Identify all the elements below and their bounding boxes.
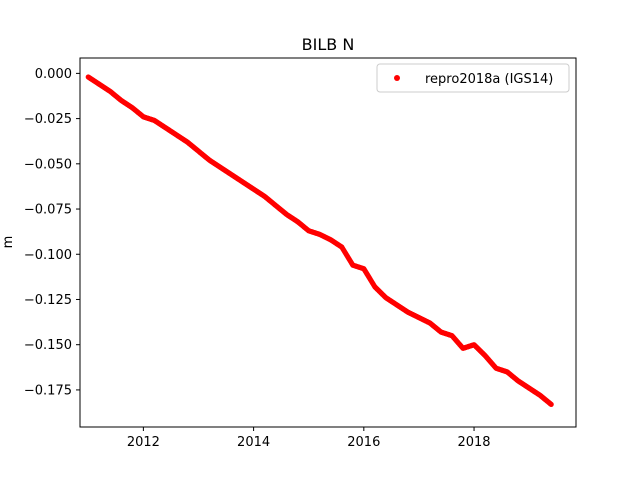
x-tick-label: 2014 [237, 435, 270, 450]
y-axis-ticks: 0.000 −0.025 −0.050 −0.075 −0.100 −0.125 −0.15… [24, 67, 80, 398]
y-tick-label: −0.075 [24, 203, 72, 218]
data-point [548, 401, 554, 407]
data-points [85, 74, 554, 407]
y-tick-label: −0.150 [24, 338, 72, 353]
x-axis-ticks: 2012 2014 2016 2018 [127, 427, 491, 450]
y-tick-label: 0.000 [35, 67, 72, 82]
y-axis-label: m [1, 236, 16, 249]
legend-marker [394, 75, 400, 81]
y-tick-label: −0.100 [24, 248, 72, 263]
x-tick-label: 2018 [457, 435, 490, 450]
y-tick-label: −0.125 [24, 293, 72, 308]
y-tick-label: −0.175 [24, 383, 72, 398]
x-tick-label: 2012 [127, 435, 160, 450]
x-tick-label: 2016 [347, 435, 380, 450]
legend-box [376, 63, 570, 93]
y-tick-label: −0.025 [24, 112, 72, 127]
legend-series-label: repro2018a (IGS14) [425, 72, 553, 87]
plot-frame [79, 57, 577, 428]
chart-title: BILB N [302, 35, 355, 54]
y-tick-label: −0.050 [24, 157, 72, 172]
legend: repro2018a (IGS14) [376, 63, 570, 93]
